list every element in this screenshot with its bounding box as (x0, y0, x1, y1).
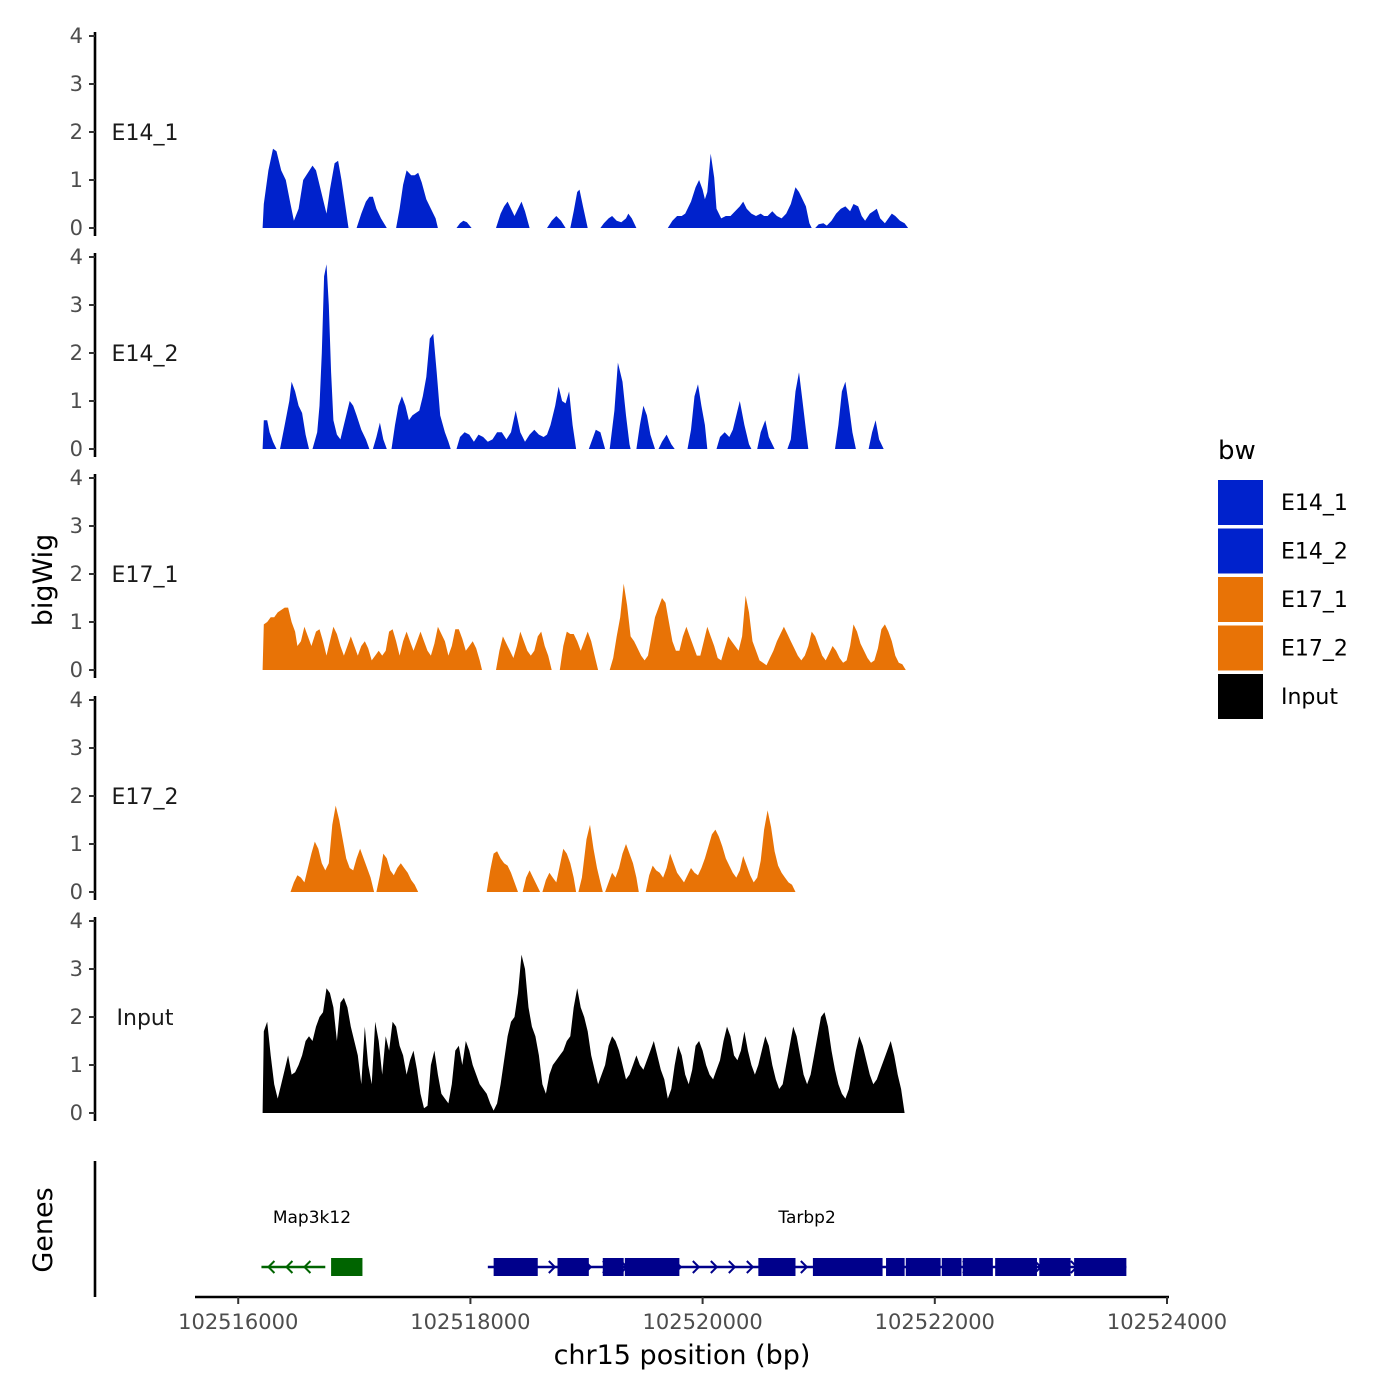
y-tick-label: 1 (70, 168, 83, 192)
y-tick-label: 2 (70, 1005, 83, 1029)
legend-swatch-E17_2 (1218, 625, 1263, 671)
y-tick-label: 2 (70, 120, 83, 144)
strand-arrow (800, 1260, 809, 1274)
signal-area-E17_1 (262, 583, 906, 670)
track-label-Input: Input (117, 1006, 174, 1031)
gene-track: Map3k12 Tarbp2 (93, 1161, 1127, 1297)
gene-exon (995, 1258, 1037, 1276)
legend-swatch-E14_1 (1218, 480, 1263, 525)
legend-swatch-E14_2 (1218, 528, 1263, 574)
y-tick-label: 1 (70, 1053, 83, 1077)
y-tick-label: 1 (70, 832, 83, 856)
y-tick-label: 2 (70, 784, 83, 808)
track-label-E14_2: E14_2 (112, 342, 179, 367)
track-label-E14_1: E14_1 (112, 121, 179, 146)
strand-arrow (728, 1260, 737, 1274)
x-tick-label: 102518000 (410, 1310, 530, 1334)
y-tick-label: 3 (70, 736, 83, 760)
track-panel-E14_1: 0 1 2 3 4 E14_1 (70, 24, 909, 240)
legend-label-E17_1: E17_1 (1281, 588, 1348, 613)
y-tick-label: 0 (70, 880, 83, 904)
legend-label-Input: Input (1281, 685, 1338, 710)
y-tick-label: 0 (70, 437, 83, 461)
y-tick-label: 1 (70, 389, 83, 413)
strand-arrow (303, 1260, 312, 1274)
x-tick-label: 102516000 (178, 1310, 298, 1334)
gene-Tarbp2: Tarbp2 (487, 1208, 1127, 1276)
gene-exon (812, 1258, 883, 1276)
legend-title: bw (1218, 436, 1256, 466)
x-tick-label: 102520000 (642, 1310, 762, 1334)
y-tick-label: 1 (70, 610, 83, 634)
y-tick-label: 3 (70, 293, 83, 317)
strand-arrow (746, 1260, 755, 1274)
gene-exon (624, 1258, 680, 1276)
track-label-E17_1: E17_1 (112, 563, 179, 588)
gene-exon (493, 1258, 538, 1276)
legend-label-E17_2: E17_2 (1281, 637, 1348, 662)
signal-area-E17_2 (290, 805, 796, 892)
gene-exon (758, 1258, 796, 1276)
y-tick-label: 3 (70, 72, 83, 96)
y-tick-label: 2 (70, 341, 83, 365)
track-panel-E17_2: 0 1 2 3 4 E17_2 (70, 688, 796, 904)
y-tick-label: 4 (70, 466, 83, 490)
gene-label: Tarbp2 (777, 1208, 835, 1228)
gene-exon (1039, 1258, 1071, 1276)
track-panel-E14_2: 0 1 2 3 4 E14_2 (70, 245, 884, 461)
y-tick-label: 4 (70, 24, 83, 48)
y-tick-label: 3 (70, 514, 83, 538)
gene-exon (602, 1258, 624, 1276)
signal-area-E14_1 (262, 148, 909, 228)
gene-exon (962, 1258, 993, 1276)
y-tick-label: 0 (70, 1101, 83, 1125)
gene-exon (905, 1258, 941, 1276)
track-label-E17_2: E17_2 (112, 785, 179, 810)
legend: bw E14_1 E14_2 E17_1 E17_2 Input (1218, 436, 1348, 719)
strand-arrow (548, 1260, 557, 1274)
strand-arrow (267, 1260, 276, 1274)
y-tick-label: 4 (70, 909, 83, 933)
y-tick-label: 3 (70, 957, 83, 981)
legend-swatch-E17_1 (1218, 577, 1263, 622)
signal-tracks: 0 1 2 3 4 E14_1 0 1 2 3 4 E14_2 0 1 2 3 4 E17_1 0 1 2 3 4 E17_2… (70, 24, 909, 1125)
strand-arrow (692, 1260, 701, 1274)
gene-exon (557, 1258, 589, 1276)
y-axis-title: bigWig (28, 534, 59, 627)
signal-area-Input (262, 954, 905, 1113)
legend-label-E14_2: E14_2 (1281, 540, 1348, 565)
strand-arrow (710, 1260, 719, 1274)
x-tick-label: 102524000 (1107, 1310, 1227, 1334)
y-tick-label: 4 (70, 245, 83, 269)
legend-label-E14_1: E14_1 (1281, 491, 1348, 516)
x-axis-title: chr15 position (bp) (554, 1340, 811, 1371)
track-panel-E17_1: 0 1 2 3 4 E17_1 (70, 466, 906, 682)
strand-arrow (285, 1260, 294, 1274)
legend-swatch-Input (1218, 674, 1263, 719)
signal-area-E14_2 (262, 264, 884, 449)
gene-exon (331, 1258, 363, 1276)
x-axis: 102516000 102518000 102520000 102522000 1025… (178, 1295, 1227, 1334)
gene-label: Map3k12 (273, 1208, 351, 1228)
y-tick-label: 4 (70, 688, 83, 712)
gene-Map3k12: Map3k12 (261, 1208, 363, 1276)
genes-axis-title: Genes (28, 1187, 59, 1272)
gene-exon (1074, 1258, 1127, 1276)
track-panel-Input: 0 1 2 3 4 Input (70, 909, 905, 1125)
y-tick-label: 0 (70, 658, 83, 682)
x-tick-label: 102522000 (875, 1310, 995, 1334)
gene-exon (886, 1258, 905, 1276)
y-tick-label: 2 (70, 562, 83, 586)
gene-exon (941, 1258, 962, 1276)
y-tick-label: 0 (70, 216, 83, 240)
